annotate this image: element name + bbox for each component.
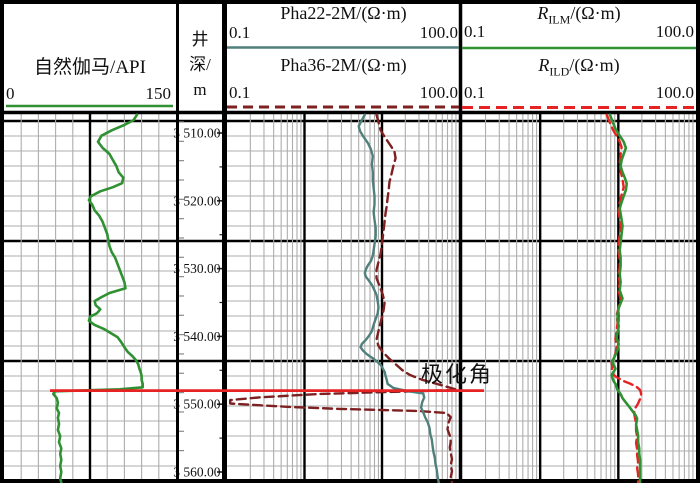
pha36-scale-min: 0.1 — [229, 83, 251, 102]
gamma-curve — [52, 113, 144, 483]
rild-scale-min: 0.1 — [464, 83, 486, 102]
pha22-scale-max: 100.0 — [419, 23, 458, 42]
rilm-unit: /(Ω·m) — [570, 3, 621, 23]
depth-label: 3 540.00 — [173, 329, 221, 344]
rild-subscript: ILD — [549, 64, 570, 79]
rilm-curve — [608, 113, 642, 483]
depth-header-line3: m — [193, 80, 207, 99]
rild-title: RILD/(Ω·m) — [461, 55, 697, 78]
gamma-track-title: 自然伽马/API — [34, 57, 146, 78]
depth-label: 3 530.00 — [173, 261, 221, 276]
depth-label: 3 560.00 — [173, 465, 221, 480]
pha36-scale-max: 100.0 — [419, 83, 458, 102]
rilm-scale-max: 100.0 — [655, 22, 694, 41]
pha36-title: Pha36-2M/(Ω·m) — [280, 55, 407, 75]
depth-label: 3 510.00 — [173, 126, 221, 141]
depth-header-line2: 深/ — [189, 55, 211, 74]
pha22-curve — [357, 113, 440, 483]
rild-unit: /(Ω·m) — [569, 55, 620, 75]
rilm-title: RILM/(Ω·m) — [461, 3, 697, 26]
rild-symbol: R — [538, 55, 550, 75]
depth-column-header: 井 深/ m — [177, 27, 223, 102]
rild-curve — [605, 113, 643, 483]
polarization-angle-annotation: 极化角 — [421, 362, 494, 387]
rilm-subscript: ILM — [548, 12, 571, 27]
depth-label: 3 550.00 — [173, 397, 221, 412]
rilm-scale-min: 0.1 — [464, 22, 486, 41]
pha22-scale-min: 0.1 — [229, 23, 251, 42]
depth-label: 3 520.00 — [173, 193, 221, 208]
rild-scale-max: 100.0 — [655, 83, 694, 102]
gamma-scale-min: 0 — [6, 84, 15, 103]
gamma-scale-max: 150 — [145, 84, 172, 103]
depth-header-line1: 井 — [191, 30, 209, 49]
pha36-curve — [229, 113, 459, 483]
pha22-title: Pha22-2M/(Ω·m) — [280, 3, 407, 23]
rilm-symbol: R — [537, 3, 549, 23]
